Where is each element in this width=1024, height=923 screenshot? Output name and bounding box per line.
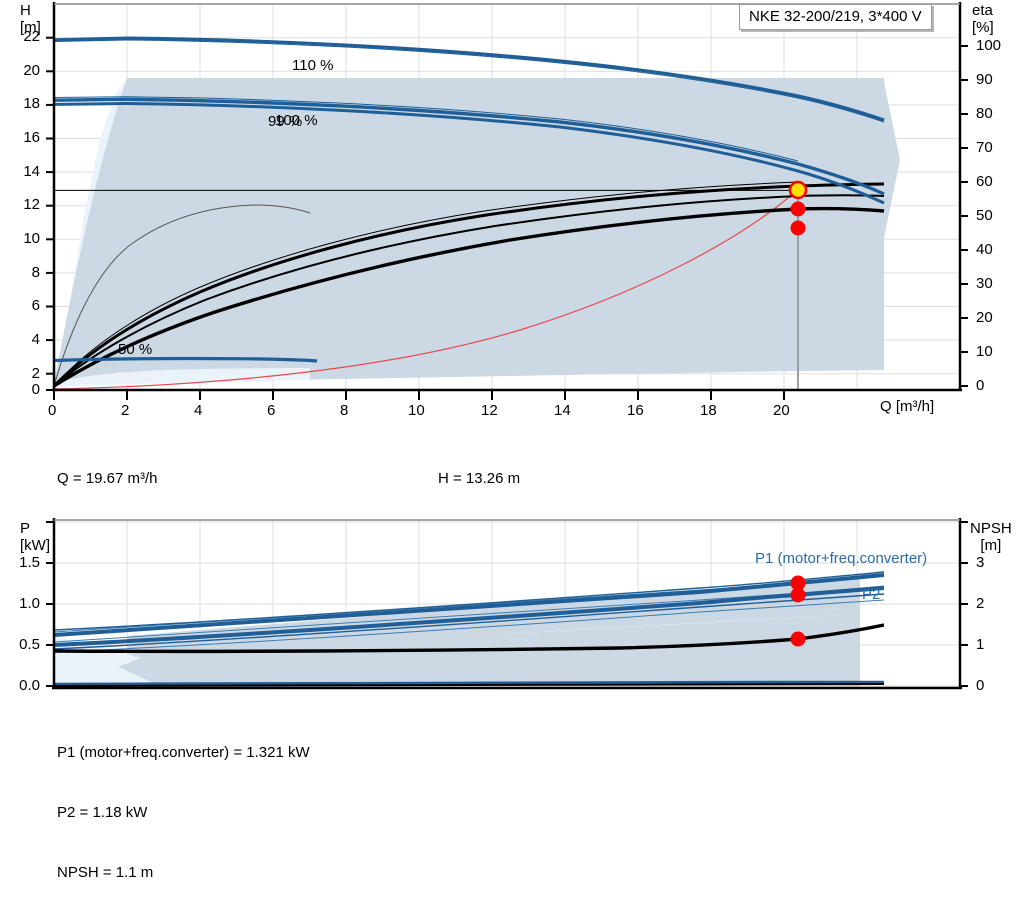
top-x-tick-0: 0 [48,402,57,419]
curve-label-110-percent: 110 % [292,57,334,74]
head-curve-50 [54,356,318,363]
npsh-curve-top [54,191,796,390]
top-right-tick-30: 30 [976,275,993,292]
top-left-tick-20: 20 [23,62,40,79]
eta-lowspeed-curve [54,204,311,387]
bottom-right-tick-1: 1 [976,636,985,653]
curve-label-99-percent: 99 % [268,113,303,130]
bottom-right-axis-title: NPSH [m] [970,520,1012,554]
eta-curve-thin-upper [54,181,799,387]
npsh-curve-lowspeed [54,683,885,687]
top-left-axis-title: H [m] [20,2,41,36]
power-curve-p2 [54,586,885,647]
bottom-left-tick-05: 0.5 [19,636,40,653]
top-right-ticks [960,45,968,387]
top-left-tick-10: 10 [23,230,40,247]
duty-dot-eta-total [790,220,806,236]
result-npsh: NPSH = 1.1 m [57,864,154,881]
curve-label-50-percent: 50 % [118,341,153,358]
head-curve-100-thin [54,96,799,162]
top-right-tick-80: 80 [976,105,993,122]
top-left-tick-8: 8 [31,264,40,281]
top-left-tick-16: 16 [23,129,40,146]
top-right-tick-100: 100 [976,37,1002,54]
bottom-envelope-line-bot [54,599,885,653]
curve-label-100-percent: 100 % [275,112,318,129]
pump-title-box: NKE 32-200/219, 3*400 V [739,4,932,30]
bottom-left-tick-10: 1.0 [19,595,40,612]
top-x-tick-14: 14 [554,402,571,419]
head-curve-99 [54,101,885,205]
bottom-left-axis-title: P [kW] [20,520,50,554]
duty-marker-head[interactable] [788,180,808,200]
bottom-right-tick-3: 3 [976,554,985,571]
top-right-tick-60: 60 [976,173,993,190]
head-curve-110-thin [54,39,885,123]
top-right-tick-0: 0 [976,377,985,394]
bottom-left-tick-15: 1.5 [19,554,40,571]
npsh-curve-bottom [54,623,885,654]
duty-dot-npsh [790,631,806,647]
result-p1: P1 (motor+freq.converter) = 1.321 kW [57,744,310,761]
duty-dot-p2 [790,587,806,603]
head-curve-100 [54,97,885,196]
top-left-tick-14: 14 [23,163,40,180]
top-x-tick-10: 10 [408,402,425,419]
top-right-tick-40: 40 [976,241,993,258]
bottom-left-ticks [46,521,54,687]
duty-dot-eta-pump [790,201,806,217]
top-left-tick-4: 4 [31,331,40,348]
bottom-right-tick-0: 0 [976,677,985,694]
bottom-right-ticks [960,521,968,687]
power-npsh-chart [46,518,968,690]
result-h: H = 13.26 m [438,470,521,487]
top-right-axis-title: eta [%] [972,2,994,36]
bottom-right-tick-2: 2 [976,595,985,612]
series-label-p2: P2 [862,586,881,603]
top-left-tick-18: 18 [23,95,40,112]
bottom-left-tick-0: 0.0 [19,677,40,694]
top-right-tick-10: 10 [976,343,993,360]
head-efficiency-chart [46,2,968,400]
top-right-tick-50: 50 [976,207,993,224]
top-x-tick-12: 12 [481,402,498,419]
top-left-tick-22: 22 [23,28,40,45]
top-left-tick-6: 6 [31,297,40,314]
series-label-p1: P1 (motor+freq.converter) [755,550,928,567]
top-x-tick-2: 2 [121,402,130,419]
top-right-tick-20: 20 [976,309,993,326]
result-p2: P2 = 1.18 kW [57,804,148,821]
top-right-tick-70: 70 [976,139,993,156]
top-x-tick-16: 16 [627,402,644,419]
top-x-axis-title: Q [m³/h] [880,398,935,415]
head-curve-110 [54,36,885,122]
top-envelope-lowspeed [54,368,310,386]
top-left-ticks [46,36,54,391]
bottom-envelope-region-upper [127,580,860,650]
top-left-tick-12: 12 [23,196,40,213]
power-curve-lowspeed [54,680,884,686]
top-x-tick-18: 18 [700,402,717,419]
duty-dot-p1 [790,575,806,591]
top-x-tick-6: 6 [267,402,276,419]
top-x-tick-20: 20 [773,402,790,419]
top-x-tick-4: 4 [194,402,203,419]
top-left-tick-0: 0 [31,381,40,398]
power-curve-p1 [54,573,885,637]
top-left-tick-2: 2 [31,365,40,382]
results-bottom: P1 (motor+freq.converter) = 1.321 kW P2 … [57,703,310,923]
top-right-tick-90: 90 [976,71,993,88]
top-envelope-right-taper [840,78,884,300]
top-x-tick-8: 8 [340,402,349,419]
result-q: Q = 19.67 m³/h [57,470,158,487]
top-x-ticks [53,390,785,400]
